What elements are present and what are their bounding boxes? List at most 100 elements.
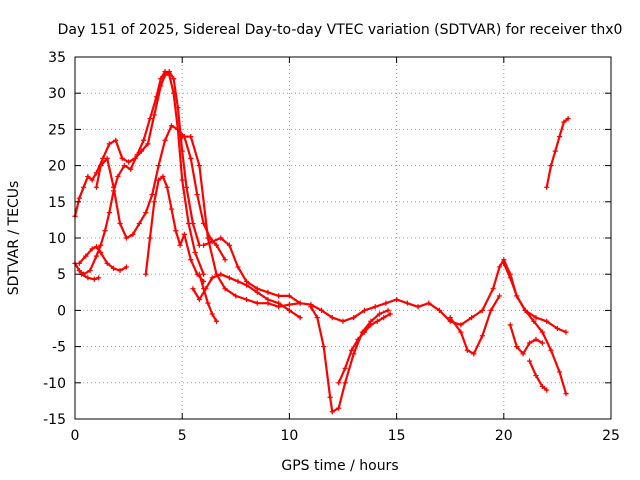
series-line	[509, 323, 544, 355]
series-line	[309, 305, 390, 413]
y-tick-label: 5	[57, 267, 66, 283]
data-point	[136, 220, 142, 227]
data-point	[147, 235, 153, 241]
data-point	[548, 163, 554, 169]
data-point	[381, 315, 387, 321]
data-point	[327, 394, 333, 400]
data-point	[156, 163, 162, 169]
y-tick-label: 30	[48, 86, 66, 102]
series-arc-18	[544, 115, 571, 190]
data-point	[209, 311, 215, 317]
series-arc-14	[447, 293, 503, 357]
data-point	[87, 267, 93, 274]
data-point	[205, 235, 211, 241]
series-line	[545, 117, 570, 189]
series-line	[528, 360, 548, 392]
data-point	[342, 380, 348, 386]
y-tick-label: 20	[48, 159, 66, 175]
data-point	[91, 276, 97, 282]
series-arc-2	[72, 68, 202, 248]
data-point	[151, 112, 157, 118]
data-point	[115, 173, 121, 180]
data-point	[98, 249, 104, 256]
data-point	[552, 148, 558, 154]
data-point	[394, 296, 400, 303]
y-tick-label: 10	[48, 231, 66, 247]
data-point	[196, 296, 202, 303]
data-point	[376, 311, 383, 317]
data-point	[526, 340, 533, 346]
x-tick-label: 5	[178, 428, 187, 444]
data-point	[286, 307, 292, 313]
data-point	[533, 372, 539, 379]
data-point	[490, 286, 496, 292]
y-tick-label: -5	[52, 340, 66, 356]
data-point	[286, 302, 292, 308]
data-point	[340, 318, 346, 324]
data-point	[175, 126, 181, 132]
series-arc-15	[501, 260, 569, 397]
chart-title: Day 151 of 2025, Sidereal Day-to-day VTE…	[58, 22, 623, 38]
data-point	[507, 322, 513, 328]
data-point	[83, 253, 89, 259]
data-point	[374, 318, 380, 324]
data-point	[177, 242, 183, 248]
data-point	[533, 336, 539, 342]
data-point	[458, 329, 464, 335]
data-point	[213, 318, 220, 324]
data-point	[348, 347, 355, 353]
data-point	[168, 206, 175, 212]
data-point	[385, 307, 391, 313]
data-point	[556, 134, 563, 140]
y-tick-label: -10	[43, 376, 66, 392]
data-point	[76, 195, 82, 201]
data-point	[514, 293, 520, 299]
data-point	[110, 265, 117, 272]
data-point	[404, 300, 410, 306]
x-tick-label: 0	[71, 428, 80, 444]
data-point	[188, 155, 194, 161]
data-point	[201, 242, 207, 248]
data-point	[297, 300, 303, 306]
data-point	[181, 231, 187, 237]
data-point	[387, 311, 393, 317]
data-point	[194, 191, 200, 198]
data-point	[342, 365, 348, 371]
data-point	[471, 351, 477, 357]
data-point	[121, 163, 127, 169]
data-point	[479, 307, 485, 313]
y-tick-label: 15	[48, 195, 66, 211]
series-arc-6	[143, 173, 207, 285]
data-point	[222, 257, 228, 263]
data-point	[128, 166, 134, 172]
y-tick-label: 25	[48, 122, 66, 138]
data-point	[276, 293, 282, 299]
data-point	[104, 155, 110, 161]
data-point	[110, 184, 117, 190]
data-point	[539, 329, 545, 335]
series-arc-13	[394, 257, 569, 335]
data-point	[93, 184, 100, 190]
data-point	[329, 315, 335, 321]
data-point	[104, 260, 110, 266]
data-point	[179, 148, 185, 154]
series-arc-16	[507, 322, 545, 357]
data-point	[89, 246, 95, 252]
data-point	[158, 83, 164, 89]
data-point	[166, 68, 172, 75]
data-point	[368, 322, 374, 328]
data-point	[138, 148, 145, 154]
data-point	[539, 383, 545, 390]
data-point	[496, 264, 503, 270]
data-point	[507, 275, 513, 281]
data-point	[106, 210, 112, 216]
data-point	[297, 315, 303, 321]
data-point	[162, 137, 168, 143]
data-point	[226, 275, 232, 281]
data-point	[265, 289, 271, 295]
data-point	[243, 296, 250, 303]
data-point	[93, 244, 100, 250]
data-point	[85, 275, 91, 281]
data-point	[351, 315, 357, 321]
